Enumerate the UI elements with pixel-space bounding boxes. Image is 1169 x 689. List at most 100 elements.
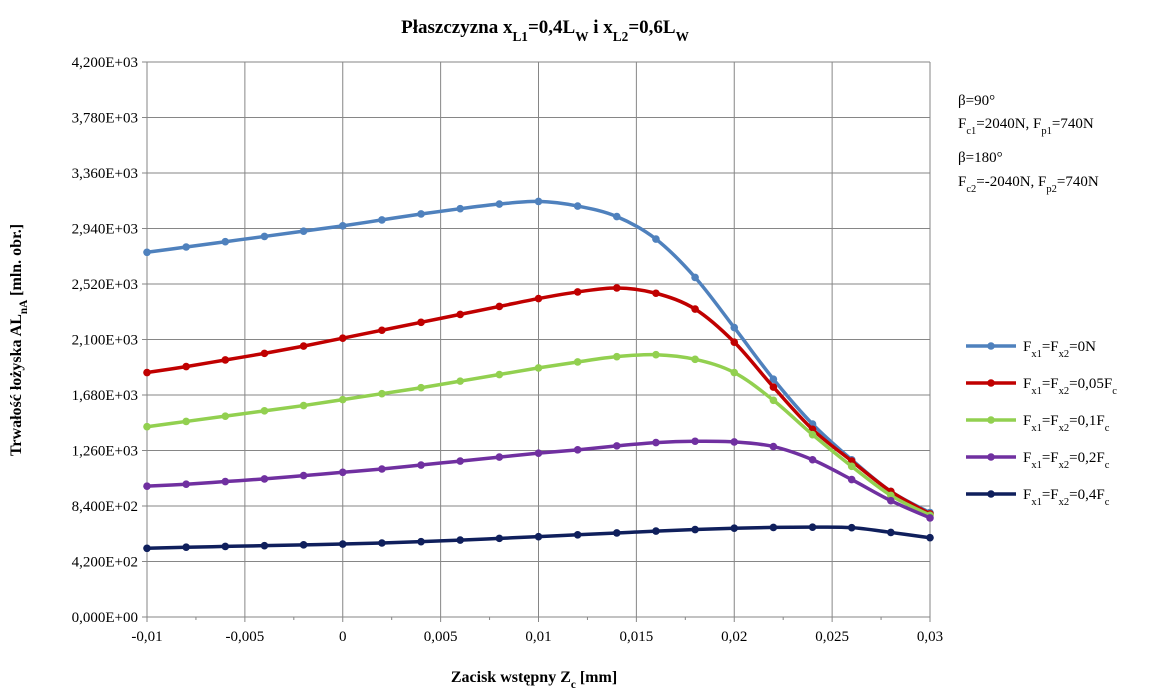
data-point — [378, 326, 386, 335]
y-tick-label: 8,400E+02 — [72, 499, 138, 515]
data-point — [495, 200, 504, 208]
data-point — [691, 525, 699, 534]
legend-label: Fx1=Fx2=0,1Fc — [1023, 413, 1110, 434]
legend-marker — [987, 342, 995, 350]
data-point — [847, 475, 856, 484]
data-point — [613, 442, 621, 450]
data-point — [573, 531, 582, 539]
y-tick-labels: 0,000E+00 4,200E+02 8,400E+02 1,260E+03 1,68… — [72, 55, 138, 626]
data-point — [769, 523, 778, 532]
legend: Fx1=Fx2=0N Fx1=Fx2=0,05Fc Fx1=Fx2=0,1Fc Fx1… — [966, 339, 1117, 508]
data-point — [573, 446, 582, 454]
data-point — [730, 323, 739, 332]
data-point — [143, 422, 151, 431]
legend-marker — [987, 416, 995, 424]
data-point — [887, 528, 895, 537]
data-point — [495, 453, 504, 461]
legend-marker — [987, 490, 995, 498]
series-3 — [143, 350, 934, 520]
axes — [142, 61, 931, 622]
data-point — [378, 389, 386, 398]
data-point — [730, 368, 739, 377]
data-point — [613, 212, 621, 221]
data-point — [221, 356, 230, 364]
legend-label: Fx1=Fx2=0,4Fc — [1023, 487, 1110, 508]
x-tick-label: -0,005 — [226, 629, 265, 645]
y-tick-label: 3,780E+03 — [72, 111, 138, 127]
data-point — [456, 536, 465, 544]
data-point — [652, 235, 660, 243]
data-point — [730, 338, 739, 346]
data-point — [573, 202, 582, 210]
chart-title: Płaszczyzna xL1=0,4LW i xL2=0,6LW — [401, 17, 689, 44]
data-point — [299, 541, 308, 549]
data-point — [926, 533, 934, 542]
data-point — [730, 438, 739, 446]
data-point — [534, 449, 543, 457]
data-point — [299, 401, 308, 410]
x-tick-label: 0,01 — [525, 629, 551, 645]
data-point — [691, 437, 699, 446]
data-point — [691, 273, 699, 282]
data-point — [730, 524, 739, 532]
data-point — [769, 383, 778, 391]
data-point — [260, 541, 269, 550]
data-point — [417, 461, 425, 469]
annotation-line: β=90° — [958, 93, 995, 109]
legend-marker — [987, 379, 995, 387]
y-tick-label: 2,100E+03 — [72, 333, 138, 349]
data-point — [299, 342, 308, 350]
data-point — [808, 455, 817, 464]
data-point — [338, 222, 347, 230]
data-point — [260, 232, 269, 241]
data-point — [417, 537, 425, 546]
data-point — [887, 496, 895, 505]
x-tick-label: -0,01 — [131, 629, 162, 645]
data-point — [613, 352, 621, 361]
data-point — [182, 480, 190, 488]
annotation-line: Fc2=-2040N, Fp2=740N — [958, 174, 1099, 195]
y-tick-label: 2,520E+03 — [72, 277, 138, 293]
data-point — [887, 491, 895, 500]
data-point — [143, 248, 151, 257]
y-tick-label: 1,680E+03 — [72, 388, 138, 404]
data-point — [260, 407, 269, 415]
data-point — [143, 368, 151, 377]
data-point — [495, 302, 504, 311]
data-point — [378, 216, 386, 224]
annotation-line: Fc1=2040N, Fp1=740N — [958, 116, 1094, 137]
data-point — [808, 523, 817, 531]
data-point — [260, 475, 269, 483]
y-tick-label: 2,940E+03 — [72, 222, 138, 238]
data-point — [534, 197, 543, 206]
x-tick-label: 0 — [339, 629, 347, 645]
data-point — [182, 362, 190, 371]
series-4 — [143, 437, 934, 522]
data-point — [299, 227, 308, 235]
y-tick-label: 1,260E+03 — [72, 444, 138, 460]
x-tick-label: 0,005 — [424, 629, 458, 645]
x-tick-label: 0,015 — [620, 629, 654, 645]
data-point — [691, 305, 699, 313]
data-point — [534, 364, 543, 372]
data-point — [926, 514, 934, 522]
data-point — [221, 542, 230, 551]
data-point — [613, 284, 621, 292]
x-tick-label: 0,02 — [721, 629, 747, 645]
data-point — [769, 396, 778, 405]
data-point — [652, 350, 660, 359]
data-point — [338, 395, 347, 404]
x-axis-title: Zacisk wstępny Zc [mm] — [451, 669, 617, 689]
data-point — [182, 543, 190, 552]
data-point — [495, 534, 504, 543]
x-tick-labels: -0,01 -0,005 0 0,005 0,01 0,015 0,02 0,025 0,03 — [131, 629, 943, 645]
y-tick-label: 4,200E+02 — [72, 555, 138, 571]
series-group — [143, 197, 934, 553]
data-point — [573, 358, 582, 366]
y-tick-label: 0,000E+00 — [72, 610, 138, 626]
y-tick-label: 3,360E+03 — [72, 166, 138, 182]
data-point — [652, 289, 660, 298]
data-point — [534, 532, 543, 541]
data-point — [495, 370, 504, 379]
